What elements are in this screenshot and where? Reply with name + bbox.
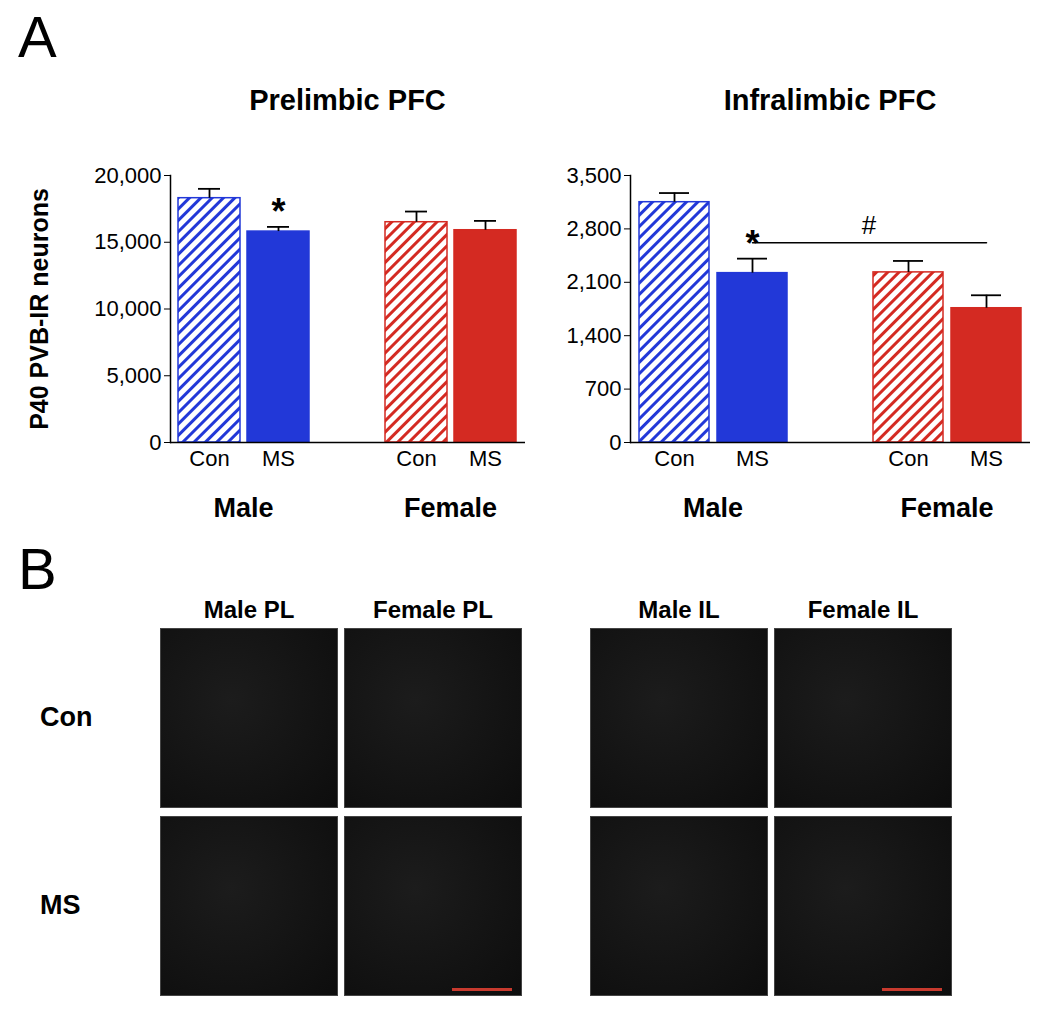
svg-text:*: * — [271, 191, 285, 232]
svg-text:2,800: 2,800 — [566, 216, 621, 241]
svg-text:#: # — [862, 210, 877, 240]
svg-text:0: 0 — [609, 430, 621, 455]
svg-text:Male: Male — [213, 493, 273, 523]
svg-text:0: 0 — [149, 430, 161, 455]
svg-text:Female: Female — [404, 493, 497, 523]
svg-text:Con: Con — [888, 446, 928, 471]
svg-text:MS: MS — [970, 446, 1003, 471]
svg-text:Con: Con — [189, 446, 229, 471]
html-text:Infralimbic PFC: Infralimbic PFC — [723, 84, 937, 116]
html-text:Female PL: Female PL — [373, 596, 493, 623]
svg-text:Female: Female — [900, 493, 993, 523]
svg-text:*: * — [745, 223, 759, 264]
html-text:Female IL: Female IL — [807, 596, 919, 623]
svg-text:5,000: 5,000 — [106, 363, 161, 388]
svg-text:MS: MS — [262, 446, 295, 471]
svg-text:1,400: 1,400 — [566, 323, 621, 348]
svg-text:Male: Male — [683, 493, 743, 523]
svg-text:700: 700 — [585, 376, 622, 401]
svg-text:2,100: 2,100 — [566, 269, 621, 294]
svg-text:P40 PVB-IR neurons: P40 PVB-IR neurons — [25, 188, 53, 430]
html-text:Male PL: Male PL — [203, 596, 295, 623]
svg-text:Con: Con — [396, 446, 436, 471]
html-text:B: B — [18, 536, 57, 601]
svg-text:MS: MS — [736, 446, 769, 471]
html-text:Prelimbic PFC: Prelimbic PFC — [249, 84, 446, 116]
html-text:Male IL: Male IL — [638, 596, 720, 623]
svg-text:15,000: 15,000 — [94, 229, 161, 254]
html-text:Con: Con — [40, 702, 93, 732]
svg-text:Con: Con — [654, 446, 694, 471]
svg-text:3,500: 3,500 — [566, 163, 621, 188]
svg-text:10,000: 10,000 — [94, 296, 161, 321]
html-text:MS: MS — [40, 890, 81, 920]
html-text:A: A — [18, 4, 57, 69]
svg-text:20,000: 20,000 — [94, 163, 161, 188]
svg-text:MS: MS — [469, 446, 502, 471]
